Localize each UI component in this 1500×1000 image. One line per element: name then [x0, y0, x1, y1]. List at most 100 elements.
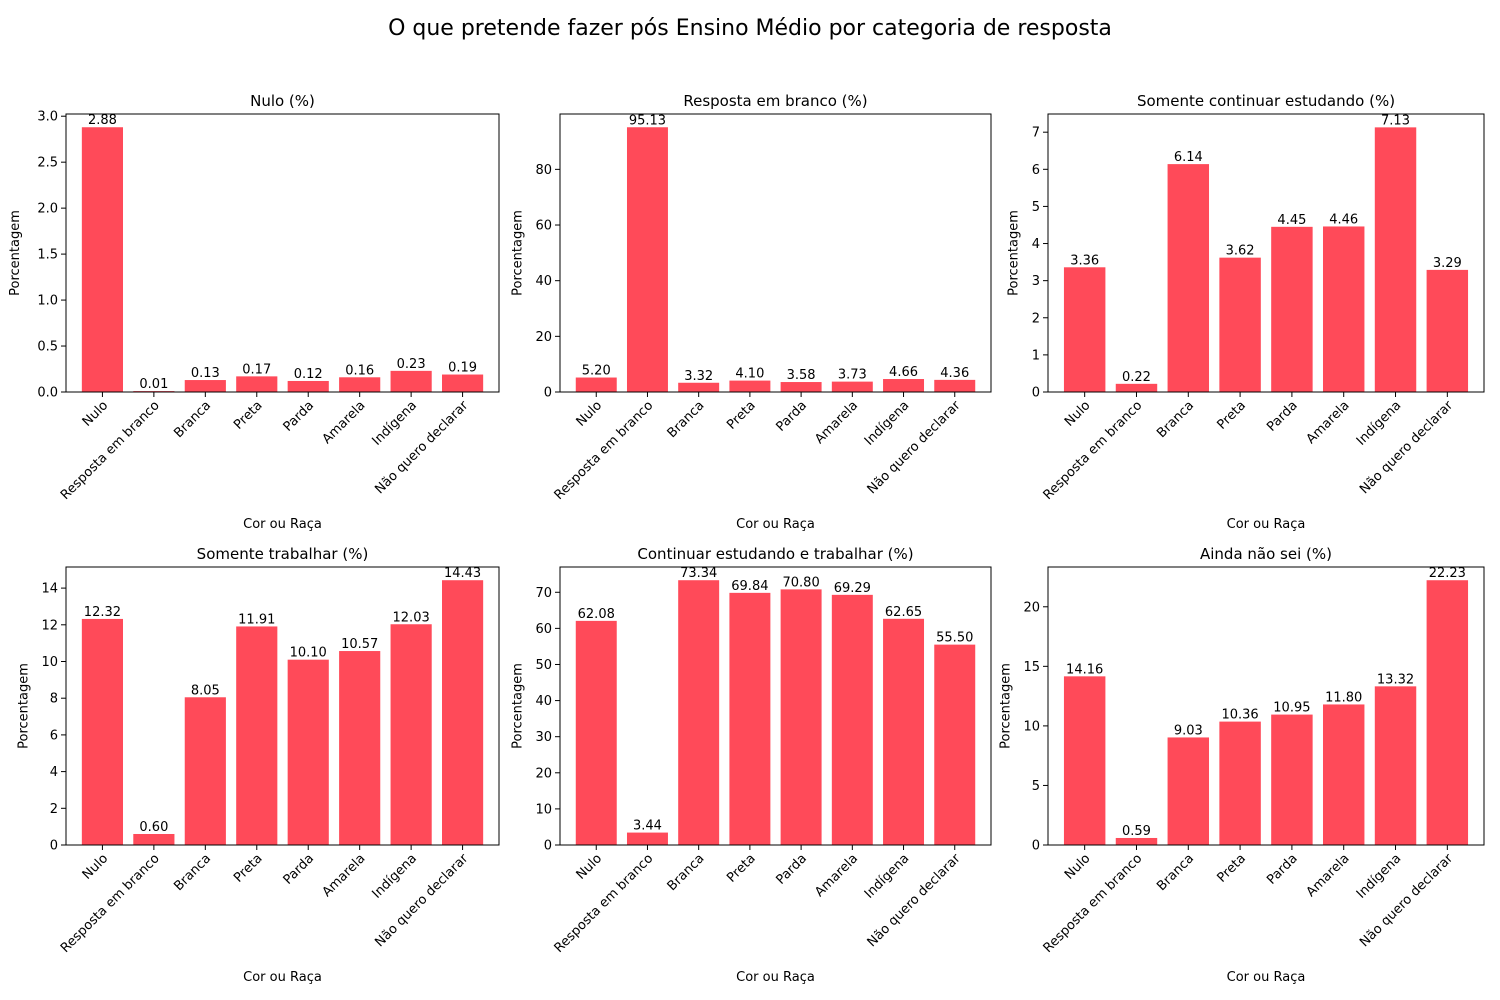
- y-axis-label: Porcentagem: [1007, 210, 1022, 296]
- x-tick-label: Indígena: [369, 398, 419, 448]
- subplot-3: 3.36 Nulo 0.22 Resposta em branco 6.14 Branca…: [1007, 92, 1485, 532]
- y-tick-label: 60: [535, 622, 552, 637]
- y-tick-label: 40: [535, 274, 552, 289]
- y-axis-label: Porcentagem: [510, 663, 525, 749]
- y-tick-label: 0: [50, 839, 58, 854]
- bar: [1063, 267, 1106, 392]
- y-tick-label: 7: [1032, 126, 1040, 141]
- y-tick-label: 40: [535, 694, 552, 709]
- y-tick-label: 0.0: [37, 386, 58, 401]
- x-tick-label: Nulo: [574, 398, 606, 430]
- y-tick-label: 12: [41, 618, 58, 633]
- x-axis-label: Cor ou Raça: [243, 970, 322, 985]
- bar: [678, 382, 720, 392]
- data-label: 69.84: [731, 579, 768, 594]
- y-tick-label: 10: [41, 655, 58, 670]
- x-tick-label: Branca: [665, 851, 708, 894]
- data-label: 73.34: [680, 566, 717, 581]
- x-tick-label: Indígena: [862, 398, 912, 448]
- x-tick-label: Parda: [1264, 398, 1300, 434]
- y-tick-label: 2.5: [37, 156, 58, 171]
- bar: [1167, 737, 1210, 845]
- data-label: 0.59: [1122, 824, 1151, 839]
- x-tick-label: Nulo: [1062, 398, 1094, 430]
- subplot-title: Somente continuar estudando (%): [1137, 92, 1395, 110]
- subplot-2: 5.20 Nulo 95.13 Resposta em branco 3.32 Branc…: [510, 92, 992, 532]
- bar: [1063, 676, 1106, 845]
- x-tick-label: Amarela: [812, 398, 861, 447]
- bar: [442, 374, 484, 392]
- bar: [339, 651, 381, 845]
- data-label: 10.10: [290, 646, 327, 661]
- subplot-title: Somente trabalhar (%): [197, 545, 369, 563]
- x-tick-label: Amarela: [1304, 398, 1353, 447]
- data-label: 11.80: [1325, 690, 1362, 705]
- data-label: 10.57: [341, 637, 378, 652]
- data-label: 10.95: [1273, 701, 1310, 716]
- axes-frame: [559, 566, 992, 846]
- subplot-6: 14.16 Nulo 0.59 Resposta em branco 9.03 Branc…: [998, 545, 1485, 985]
- x-tick-label: Nulo: [80, 398, 112, 430]
- bar: [442, 580, 484, 845]
- x-tick-label: Amarela: [320, 851, 369, 900]
- data-label: 0.23: [397, 357, 426, 372]
- y-tick-label: 5: [1032, 779, 1040, 794]
- bar: [236, 376, 278, 392]
- x-tick-label: Resposta em branco: [1041, 851, 1146, 956]
- x-tick-label: Preta: [1214, 398, 1248, 432]
- y-tick-label: 0: [544, 386, 552, 401]
- y-tick-label: 80: [535, 163, 552, 178]
- subplot-title: Resposta em branco (%): [683, 92, 867, 110]
- bar: [831, 594, 873, 845]
- bar: [1426, 269, 1469, 392]
- x-tick-label: Resposta em branco: [58, 398, 163, 503]
- x-tick-label: Não quero declarar: [865, 398, 964, 497]
- data-label: 0.13: [191, 366, 220, 381]
- y-tick-label: 4: [1032, 237, 1040, 252]
- x-tick-label: Nulo: [574, 851, 606, 883]
- y-tick-label: 15: [1023, 660, 1040, 675]
- bar: [1374, 127, 1417, 393]
- y-tick-label: 5: [1032, 200, 1040, 215]
- data-label: 0.60: [139, 820, 168, 835]
- figure-title: O que pretende fazer pós Ensino Médio po…: [388, 16, 1112, 41]
- data-label: 14.43: [444, 566, 481, 581]
- subplot-title: Nulo (%): [250, 92, 315, 110]
- bar: [729, 380, 771, 392]
- data-label: 10.36: [1221, 708, 1258, 723]
- data-label: 12.32: [84, 605, 121, 620]
- data-label: 13.32: [1377, 672, 1414, 687]
- x-tick-label: Branca: [171, 851, 214, 894]
- x-tick-label: Amarela: [812, 851, 861, 900]
- bar: [1219, 721, 1261, 845]
- y-axis-label: Porcentagem: [998, 663, 1013, 749]
- data-label: 6.14: [1174, 150, 1203, 165]
- bar: [1219, 257, 1261, 392]
- data-label: 12.03: [393, 610, 430, 625]
- bar: [184, 380, 226, 392]
- x-tick-label: Preta: [724, 398, 758, 432]
- x-tick-label: Parda: [773, 851, 809, 887]
- bar: [1271, 714, 1313, 845]
- x-tick-label: Preta: [231, 398, 265, 432]
- data-label: 2.88: [88, 113, 117, 128]
- y-tick-label: 60: [535, 219, 552, 234]
- data-label: 4.36: [940, 366, 969, 381]
- data-label: 62.65: [885, 605, 922, 620]
- bar: [184, 697, 226, 845]
- data-label: 4.10: [735, 367, 764, 382]
- data-label: 3.29: [1433, 256, 1462, 271]
- x-tick-label: Não quero declarar: [1357, 851, 1456, 950]
- bar: [1167, 164, 1210, 392]
- data-label: 0.17: [242, 362, 271, 377]
- bar: [883, 379, 925, 392]
- y-tick-label: 1: [1032, 348, 1040, 363]
- x-axis-label: Cor ou Raça: [736, 517, 815, 532]
- data-label: 3.32: [684, 369, 713, 384]
- y-tick-label: 50: [535, 658, 552, 673]
- y-tick-label: 8: [50, 692, 58, 707]
- y-tick-label: 20: [1023, 600, 1040, 615]
- bar: [1374, 686, 1417, 845]
- y-tick-label: 6: [1032, 163, 1040, 178]
- bar: [626, 832, 668, 845]
